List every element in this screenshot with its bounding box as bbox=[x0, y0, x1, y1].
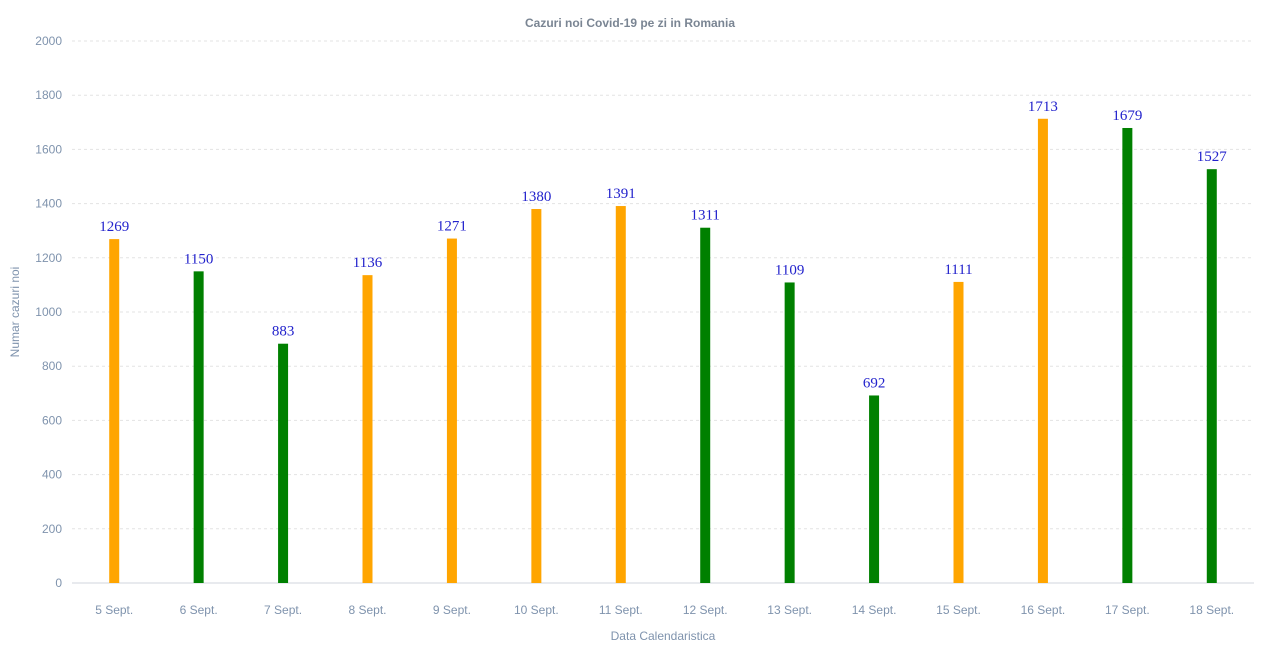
y-tick-label: 0 bbox=[55, 576, 62, 590]
bar[interactable] bbox=[446, 238, 457, 583]
x-tick-label: 6 Sept. bbox=[180, 603, 218, 617]
bar[interactable] bbox=[953, 281, 964, 583]
bar[interactable] bbox=[615, 206, 626, 583]
bar-value-label: 1150 bbox=[184, 251, 213, 267]
x-tick-label: 7 Sept. bbox=[264, 603, 302, 617]
bar[interactable] bbox=[531, 209, 542, 583]
y-tick-label: 1200 bbox=[35, 251, 62, 265]
x-tick-label: 16 Sept. bbox=[1021, 603, 1066, 617]
x-tick-label: 8 Sept. bbox=[348, 603, 386, 617]
bar[interactable] bbox=[784, 282, 795, 583]
y-tick-label: 400 bbox=[42, 468, 62, 482]
x-tick-label: 14 Sept. bbox=[852, 603, 897, 617]
bar[interactable] bbox=[362, 275, 373, 583]
x-tick-label: 9 Sept. bbox=[433, 603, 471, 617]
y-tick-label: 2000 bbox=[35, 34, 62, 48]
x-tick-label: 17 Sept. bbox=[1105, 603, 1150, 617]
x-tick-label: 10 Sept. bbox=[514, 603, 559, 617]
x-tick-label: 15 Sept. bbox=[936, 603, 981, 617]
bar-value-label: 1679 bbox=[1112, 108, 1142, 124]
x-tick-label: 13 Sept. bbox=[767, 603, 812, 617]
x-axis-ticks: 5 Sept. 6 Sept. 7 Sept. 8 Sept. 9 Sept. 10 Se… bbox=[95, 603, 1234, 617]
bar[interactable] bbox=[1206, 169, 1217, 584]
x-axis-title: Data Calendaristica bbox=[611, 629, 716, 643]
bars bbox=[109, 118, 1217, 584]
x-tick-label: 5 Sept. bbox=[95, 603, 133, 617]
bar-value-label: 1380 bbox=[521, 189, 551, 205]
y-tick-label: 1000 bbox=[35, 305, 62, 319]
x-tick-label: 12 Sept. bbox=[683, 603, 728, 617]
gridlines bbox=[72, 40, 1254, 530]
bar[interactable] bbox=[1122, 127, 1133, 583]
bar-value-label: 1271 bbox=[437, 219, 467, 235]
bar[interactable] bbox=[193, 271, 204, 583]
bar-value-label: 1269 bbox=[99, 219, 129, 235]
bar[interactable] bbox=[278, 343, 289, 583]
y-tick-label: 200 bbox=[42, 522, 62, 536]
data-labels: 1269 1150 883 1136 1271 1380 1391 1311 1109 692 11… bbox=[99, 99, 1227, 392]
bar-value-label: 1136 bbox=[353, 255, 383, 271]
bar-value-label: 1713 bbox=[1028, 99, 1058, 115]
bar-value-label: 1391 bbox=[606, 186, 636, 202]
y-tick-label: 800 bbox=[42, 359, 62, 373]
bar[interactable] bbox=[869, 395, 880, 583]
y-axis-title: Numar cazuri noi bbox=[8, 267, 22, 358]
x-tick-label: 11 Sept. bbox=[599, 603, 643, 617]
y-tick-label: 1600 bbox=[35, 142, 62, 156]
bar[interactable] bbox=[700, 227, 711, 583]
bar-value-label: 1311 bbox=[690, 208, 719, 224]
bar[interactable] bbox=[109, 239, 120, 583]
bar-value-label: 1527 bbox=[1197, 149, 1228, 165]
y-tick-label: 1400 bbox=[35, 197, 62, 211]
y-axis-ticks: 0 200 400 600 800 1000 1200 1400 1600 1800 2000 bbox=[35, 34, 62, 590]
bar-value-label: 1111 bbox=[944, 262, 972, 278]
bar[interactable] bbox=[1037, 118, 1048, 583]
y-tick-label: 1800 bbox=[35, 88, 62, 102]
x-tick-label: 18 Sept. bbox=[1189, 603, 1234, 617]
y-tick-label: 600 bbox=[42, 413, 62, 427]
bar-value-label: 692 bbox=[863, 375, 886, 391]
chart-title: Cazuri noi Covid-19 pe zi in Romania bbox=[525, 16, 735, 30]
bar-value-label: 883 bbox=[272, 324, 295, 340]
bar-value-label: 1109 bbox=[775, 262, 804, 278]
